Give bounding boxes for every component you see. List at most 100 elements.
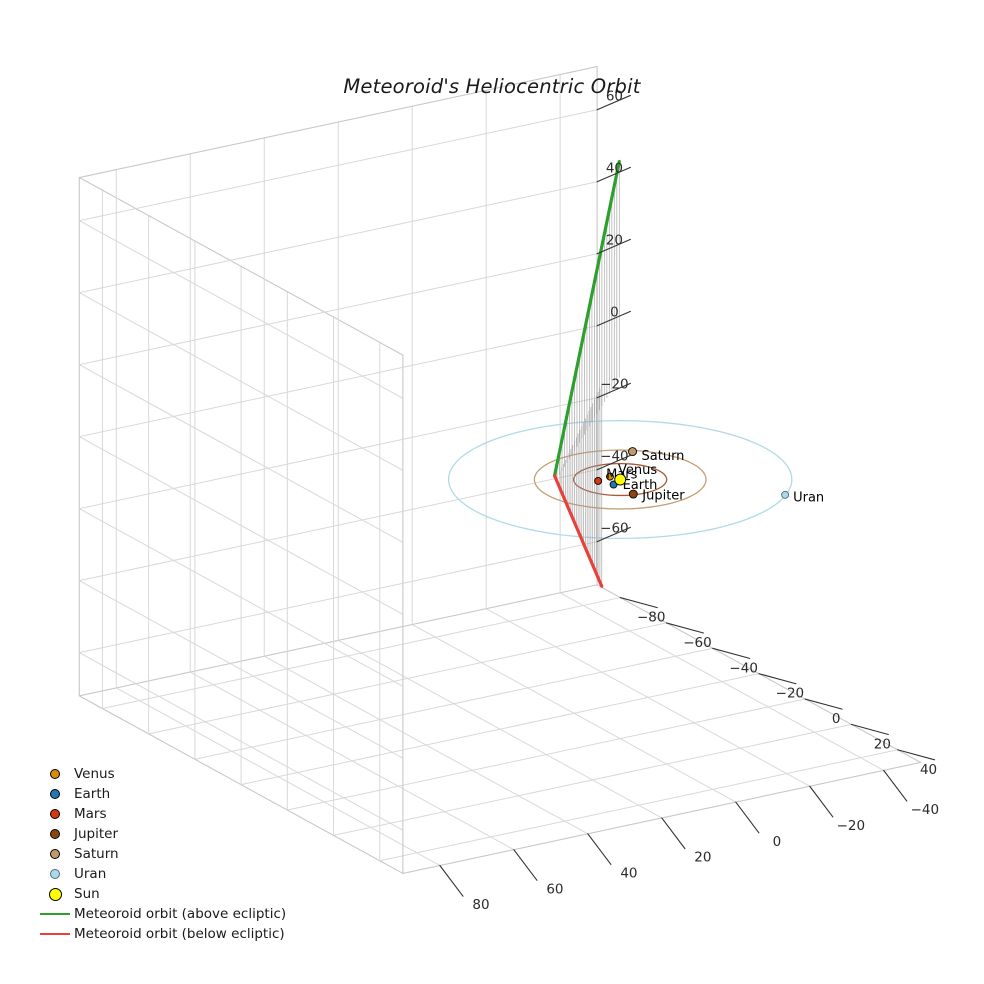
axis-tick-x	[804, 698, 843, 710]
orbit-ellipse-uran	[447, 419, 793, 540]
grid-line-wall-right	[78, 541, 598, 654]
legend-label: Saturn	[74, 846, 119, 862]
axis-tick-y	[439, 864, 464, 897]
axis-tick-x	[619, 597, 658, 609]
stem-layer	[556, 161, 620, 587]
legend-key-marker	[36, 829, 74, 839]
axis-tick-z	[596, 166, 631, 183]
y-tick-label: 0	[773, 834, 782, 850]
legend-item[interactable]: Mars	[36, 804, 326, 824]
legend-line-icon	[40, 912, 70, 916]
axis-tick-z	[596, 94, 631, 111]
x-tick-label: 40	[920, 762, 937, 778]
grid-line-wall-left	[78, 220, 404, 399]
legend: Venus Earth Mars Jupiter Saturn Uran Sun Meteor…	[36, 764, 326, 944]
grid-line-floor	[337, 639, 663, 819]
legend-label: Uran	[74, 866, 107, 882]
legend-label: Meteoroid orbit (above ecliptic)	[74, 906, 287, 922]
axis-tick-x	[850, 723, 889, 736]
grid-line-wall-left	[78, 292, 404, 471]
legend-key-marker	[36, 849, 74, 859]
grid-line-wall-right	[78, 325, 598, 438]
legend-label: Venus	[74, 766, 115, 782]
body-marker-venus	[606, 472, 614, 481]
legend-label: Earth	[74, 786, 111, 802]
legend-label: Sun	[74, 886, 100, 902]
legend-item[interactable]: Sun	[36, 884, 326, 904]
axis-tick-y	[587, 833, 612, 866]
grid-line-wall-left	[78, 508, 404, 687]
z-tick-label: 60	[606, 88, 623, 104]
legend-marker-icon	[50, 769, 60, 779]
body-label-venus: Venus	[618, 463, 657, 478]
legend-marker-icon	[50, 829, 60, 839]
grid-line-floor	[263, 655, 589, 835]
legend-label: Meteoroid orbit (below ecliptic)	[74, 926, 285, 942]
axis-tick-y	[513, 849, 538, 881]
grid-line-wall-right	[78, 469, 598, 582]
legend-item[interactable]: Uran	[36, 864, 326, 884]
legend-item[interactable]: Meteoroid orbit (above ecliptic)	[36, 904, 326, 924]
axis-tick-y	[809, 785, 834, 818]
z-tick-label: −20	[600, 376, 629, 392]
x-tick-label: −40	[729, 660, 758, 676]
x-tick-label: −60	[683, 635, 712, 651]
x-tick-label: −20	[776, 686, 805, 702]
legend-key-marker	[36, 809, 74, 819]
pane-edge	[78, 176, 404, 356]
legend-key-marker	[36, 887, 74, 901]
grid-line-wall-right	[78, 181, 598, 294]
legend-item[interactable]: Venus	[36, 764, 326, 784]
pane-edge	[78, 66, 598, 179]
body-label-jupiter: Jupiter	[641, 489, 685, 504]
y-tick-label: 40	[620, 865, 637, 881]
grid-line-floor	[559, 592, 885, 771]
y-tick-label: −20	[837, 818, 866, 834]
legend-key-marker	[36, 869, 74, 879]
body-marker-saturn	[628, 447, 637, 457]
legend-marker-icon	[50, 809, 60, 819]
body-label-earth: Earth	[623, 478, 658, 493]
grid-line-wall-right	[78, 109, 598, 222]
trajectory-below-ecliptic	[552, 474, 604, 588]
legend-label: Jupiter	[74, 826, 119, 842]
legend-marker-icon	[48, 887, 62, 901]
legend-marker-icon	[50, 849, 60, 859]
axis-tick-y	[735, 801, 760, 834]
legend-item[interactable]: Saturn	[36, 844, 326, 864]
grid-line-floor	[115, 687, 441, 866]
trajectory-above-ecliptic	[552, 159, 621, 478]
axis-tick-y	[883, 769, 908, 802]
z-tick-label: −40	[600, 448, 629, 464]
grid-line-wall-left	[78, 580, 404, 759]
axis-tick-z	[596, 454, 631, 471]
axis-tick-x	[712, 647, 751, 659]
axis-tick-z	[596, 382, 631, 399]
legend-item[interactable]: Jupiter	[36, 824, 326, 844]
axis-tick-x	[665, 622, 704, 634]
legend-item[interactable]: Meteoroid orbit (below ecliptic)	[36, 924, 326, 944]
trajectory-layer	[552, 159, 621, 588]
body-label-saturn: Saturn	[642, 449, 685, 464]
x-tick-label: −80	[637, 610, 666, 626]
axis-tick-z	[596, 310, 631, 327]
grid-line-wall-left	[78, 364, 404, 543]
body-label-uran: Uran	[793, 490, 824, 505]
legend-label: Mars	[74, 806, 107, 822]
legend-key-line	[36, 932, 74, 936]
y-tick-label: 60	[546, 881, 563, 897]
body-marker-jupiter	[628, 489, 638, 499]
y-tick-label: −40	[911, 802, 940, 818]
grid-line-wall-left	[78, 436, 404, 615]
axis-tick-z	[596, 526, 631, 543]
legend-key-marker	[36, 789, 74, 799]
page-title: Meteoroid's Heliocentric Orbit	[343, 75, 641, 98]
x-tick-label: 20	[874, 736, 891, 752]
legend-item[interactable]: Earth	[36, 784, 326, 804]
grid-line-wall-right	[78, 253, 598, 366]
z-tick-label: 20	[606, 232, 623, 248]
tick-layer: −60 −40 −20 0 20 40 60 −80 −60 −40 −20 0 20 40 −40 −20 0…	[439, 88, 940, 913]
grid-line-wall-left	[78, 652, 404, 831]
